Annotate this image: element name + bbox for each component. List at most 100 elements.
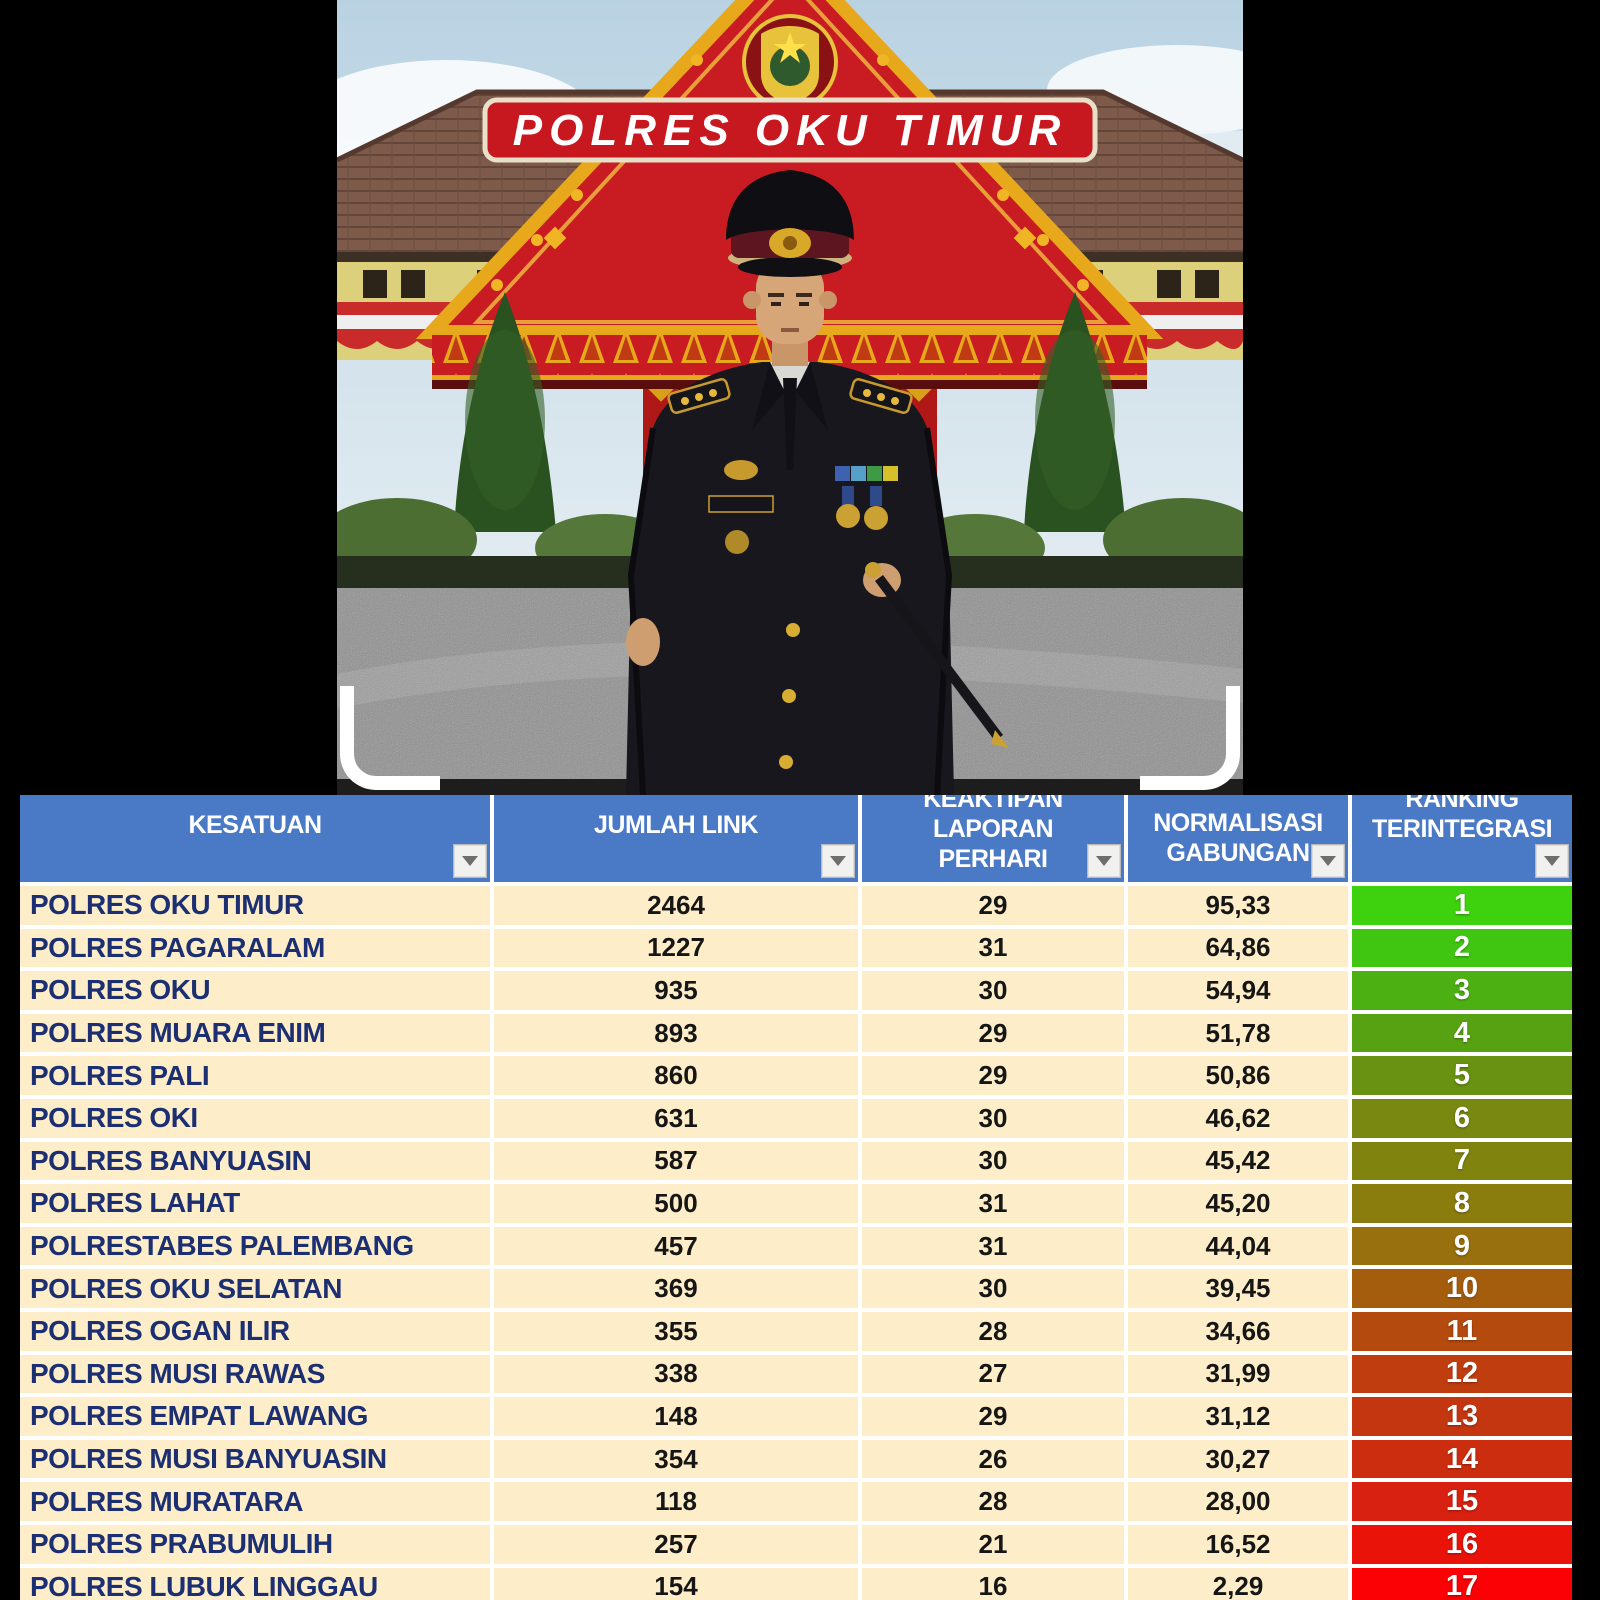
keaktipan-cell: 28	[862, 1311, 1124, 1351]
police-emblem	[742, 14, 838, 110]
ranking-cell: 7	[1352, 1141, 1572, 1181]
ranking-cell: 4	[1352, 1013, 1572, 1053]
keaktipan-cell: 29	[862, 1397, 1124, 1436]
kesatuan-cell: POLRES LUBUK LINGGAU	[20, 1567, 490, 1600]
column-header-label: JUMLAH LINK	[594, 811, 758, 839]
hand	[626, 618, 660, 666]
kesatuan-cell: POLRES EMPAT LAWANG	[20, 1397, 490, 1436]
ranking-cell: 16	[1352, 1524, 1572, 1564]
jumlah-link-cell: 118	[494, 1482, 858, 1521]
jumlah-link-cell: 457	[494, 1226, 858, 1266]
jumlah-link-cell: 893	[494, 1013, 858, 1053]
filter-dropdown-button[interactable]	[1087, 844, 1121, 878]
filter-dropdown-button[interactable]	[1535, 844, 1569, 878]
kesatuan-cell: POLRES MUSI BANYUASIN	[20, 1439, 490, 1479]
chevron-down-icon	[462, 856, 478, 866]
kesatuan-cell: POLRES OKU	[20, 971, 490, 1010]
keaktipan-cell: 28	[862, 1482, 1124, 1521]
keaktipan-cell: 31	[862, 1226, 1124, 1266]
jumlah-link-cell: 935	[494, 971, 858, 1010]
kesatuan-cell: POLRESTABES PALEMBANG	[20, 1226, 490, 1266]
normalisasi-cell: 51,78	[1128, 1013, 1348, 1053]
photo-illustration: POLRES OKU TIMUR	[337, 0, 1243, 795]
normalisasi-cell: 31,12	[1128, 1397, 1348, 1436]
kesatuan-cell: POLRES MUSI RAWAS	[20, 1354, 490, 1394]
keaktipan-cell: 30	[862, 1269, 1124, 1308]
keaktipan-cell: 30	[862, 1141, 1124, 1181]
keaktipan-cell: 29	[862, 1013, 1124, 1053]
normalisasi-cell: 46,62	[1128, 1098, 1348, 1138]
normalisasi-cell: 2,29	[1128, 1567, 1348, 1600]
normalisasi-cell: 16,52	[1128, 1524, 1348, 1564]
ranking-cell: 17	[1352, 1567, 1572, 1600]
jumlah-link-cell: 1227	[494, 928, 858, 968]
jumlah-link-cell: 587	[494, 1141, 858, 1181]
jumlah-link-cell: 354	[494, 1439, 858, 1479]
normalisasi-cell: 45,42	[1128, 1141, 1348, 1181]
column-header-keaktipan: KEAKTIPAN LAPORAN PERHARI	[862, 782, 1124, 882]
kesatuan-cell: POLRES OKU TIMUR	[20, 886, 490, 925]
jumlah-link-cell: 369	[494, 1269, 858, 1308]
ranking-cell: 6	[1352, 1098, 1572, 1138]
jumlah-link-cell: 860	[494, 1056, 858, 1095]
normalisasi-cell: 30,27	[1128, 1439, 1348, 1479]
epaulettes	[667, 378, 913, 414]
jumlah-link-cell: 257	[494, 1524, 858, 1564]
normalisasi-cell: 28,00	[1128, 1482, 1348, 1521]
ribbons-and-medals	[708, 460, 898, 554]
ranking-table: KESATUAN JUMLAH LINK KEAKTIPAN LAPORAN P…	[20, 782, 1572, 1600]
keaktipan-cell: 29	[862, 1056, 1124, 1095]
normalisasi-cell: 34,66	[1128, 1311, 1348, 1351]
column-header-label: NORMALISASI GABUNGAN	[1153, 809, 1323, 867]
normalisasi-cell: 95,33	[1128, 886, 1348, 925]
jumlah-link-cell: 148	[494, 1397, 858, 1436]
ranking-cell: 5	[1352, 1056, 1572, 1095]
kesatuan-cell: POLRES PALI	[20, 1056, 490, 1095]
filter-dropdown-button[interactable]	[1311, 844, 1345, 878]
normalisasi-cell: 44,04	[1128, 1226, 1348, 1266]
column-header-jumlah-link: JUMLAH LINK	[494, 782, 858, 882]
column-header-label: KEAKTIPAN LAPORAN PERHARI	[923, 785, 1063, 873]
jumlah-link-cell: 2464	[494, 886, 858, 925]
normalisasi-cell: 45,20	[1128, 1184, 1348, 1223]
jumlah-link-cell: 154	[494, 1567, 858, 1600]
kesatuan-cell: POLRES OKU SELATAN	[20, 1269, 490, 1308]
top-photo-strip: POLRES OKU TIMUR	[0, 0, 1600, 795]
ranking-cell: 2	[1352, 928, 1572, 968]
chevron-down-icon	[1320, 856, 1336, 866]
ranking-cell: 11	[1352, 1311, 1572, 1351]
kesatuan-cell: POLRES MUARA ENIM	[20, 1013, 490, 1053]
kesatuan-cell: POLRES OGAN ILIR	[20, 1311, 490, 1351]
polres-sign: POLRES OKU TIMUR	[482, 97, 1098, 163]
kesatuan-cell: POLRES PAGARALAM	[20, 928, 490, 968]
ranking-cell: 15	[1352, 1482, 1572, 1521]
keaktipan-cell: 31	[862, 928, 1124, 968]
jumlah-link-cell: 631	[494, 1098, 858, 1138]
ranking-cell: 13	[1352, 1397, 1572, 1436]
filter-dropdown-button[interactable]	[453, 844, 487, 878]
normalisasi-cell: 39,45	[1128, 1269, 1348, 1308]
ranking-cell: 14	[1352, 1439, 1572, 1479]
chevron-down-icon	[830, 856, 846, 866]
ranking-cell: 3	[1352, 971, 1572, 1010]
keaktipan-cell: 27	[862, 1354, 1124, 1394]
kesatuan-cell: POLRES OKI	[20, 1098, 490, 1138]
police-station-photo: POLRES OKU TIMUR	[337, 0, 1243, 795]
ranking-cell: 1	[1352, 886, 1572, 925]
normalisasi-cell: 64,86	[1128, 928, 1348, 968]
jumlah-link-cell: 338	[494, 1354, 858, 1394]
keaktipan-cell: 21	[862, 1524, 1124, 1564]
jumlah-link-cell: 500	[494, 1184, 858, 1223]
keaktipan-cell: 30	[862, 1098, 1124, 1138]
column-header-ranking: RANKING TERINTEGRASI	[1352, 782, 1572, 882]
crop-corner-handle-right[interactable]	[1140, 686, 1240, 790]
column-header-label: KESATUAN	[188, 811, 322, 839]
ceremonial-sword	[865, 562, 1009, 748]
normalisasi-cell: 54,94	[1128, 971, 1348, 1010]
crop-corner-handle-left[interactable]	[340, 686, 440, 790]
column-header-kesatuan: KESATUAN	[20, 782, 490, 882]
keaktipan-cell: 16	[862, 1567, 1124, 1600]
jumlah-link-cell: 355	[494, 1311, 858, 1351]
filter-dropdown-button[interactable]	[821, 844, 855, 878]
kesatuan-cell: POLRES MURATARA	[20, 1482, 490, 1521]
